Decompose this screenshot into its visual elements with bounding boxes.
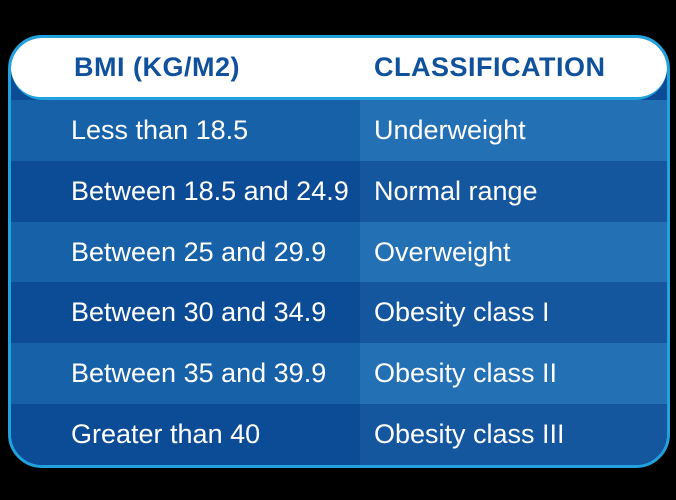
- classification-cell: Obesity class I: [360, 282, 667, 344]
- classification-cell: Overweight: [360, 221, 667, 283]
- classification-cell: Normal range: [360, 160, 667, 222]
- classification-cell: Obesity class III: [360, 404, 667, 465]
- table-body: Less than 18.5 Underweight Between 18.5 an…: [11, 100, 667, 465]
- bmi-cell: Less than 18.5: [11, 100, 360, 161]
- column-header-bmi: BMI (KG/M2): [74, 52, 240, 82]
- bmi-cell: Between 18.5 and 24.9: [11, 160, 360, 222]
- bmi-classification-table: BMI (KG/M2) CLASSIFICATION Less than 18.…: [8, 35, 670, 468]
- classification-cell: Underweight: [360, 100, 667, 161]
- bmi-cell: Greater than 40: [11, 404, 360, 465]
- table-header: BMI (KG/M2) CLASSIFICATION: [11, 38, 667, 97]
- bmi-cell: Between 35 and 39.9: [11, 343, 360, 405]
- column-header-classification: CLASSIFICATION: [374, 52, 606, 82]
- classification-cell: Obesity class II: [360, 343, 667, 405]
- table-header-accent-line: BMI (KG/M2) CLASSIFICATION: [11, 38, 667, 100]
- bmi-cell: Between 25 and 29.9: [11, 221, 360, 283]
- bmi-cell: Between 30 and 34.9: [11, 282, 360, 344]
